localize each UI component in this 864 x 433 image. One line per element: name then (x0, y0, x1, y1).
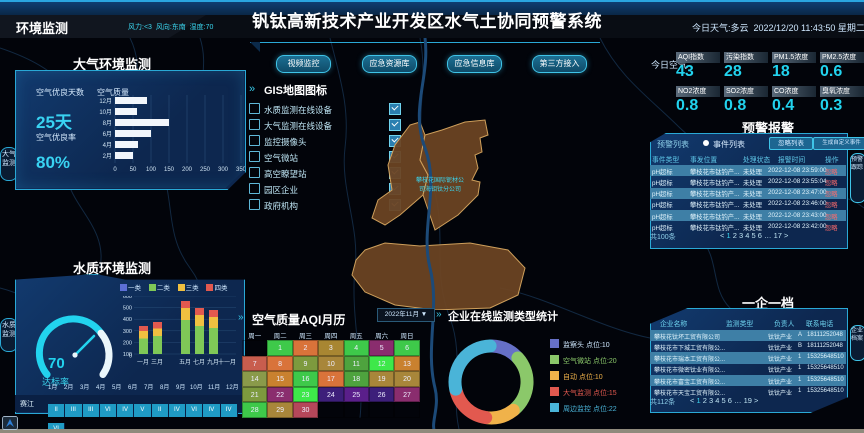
svg-text:8月: 8月 (103, 120, 112, 127)
svg-text:600: 600 (123, 296, 132, 300)
svg-text:十一月: 十一月 (218, 358, 236, 366)
svg-text:350: 350 (236, 167, 245, 173)
svg-text:10月: 10月 (99, 109, 112, 116)
svg-text:400: 400 (123, 317, 132, 323)
svg-text:五月: 五月 (179, 359, 191, 366)
svg-text:4月: 4月 (103, 142, 112, 149)
svg-text:2月: 2月 (103, 153, 112, 160)
svg-text:300: 300 (123, 329, 132, 335)
svg-text:0: 0 (113, 167, 117, 173)
svg-text:12月: 12月 (99, 98, 112, 105)
svg-text:250: 250 (200, 167, 211, 173)
svg-text:300: 300 (218, 167, 229, 173)
svg-text:50: 50 (130, 167, 137, 173)
svg-text:一月: 一月 (137, 359, 149, 366)
svg-text:500: 500 (123, 306, 132, 312)
svg-text:0: 0 (129, 354, 132, 360)
svg-text:三月: 三月 (151, 359, 163, 366)
svg-text:6月: 6月 (103, 131, 112, 138)
svg-text:七月: 七月 (193, 358, 205, 366)
svg-text:200: 200 (182, 167, 193, 173)
svg-text:200: 200 (123, 340, 132, 346)
svg-text:100: 100 (146, 167, 157, 173)
svg-text:150: 150 (164, 167, 175, 173)
